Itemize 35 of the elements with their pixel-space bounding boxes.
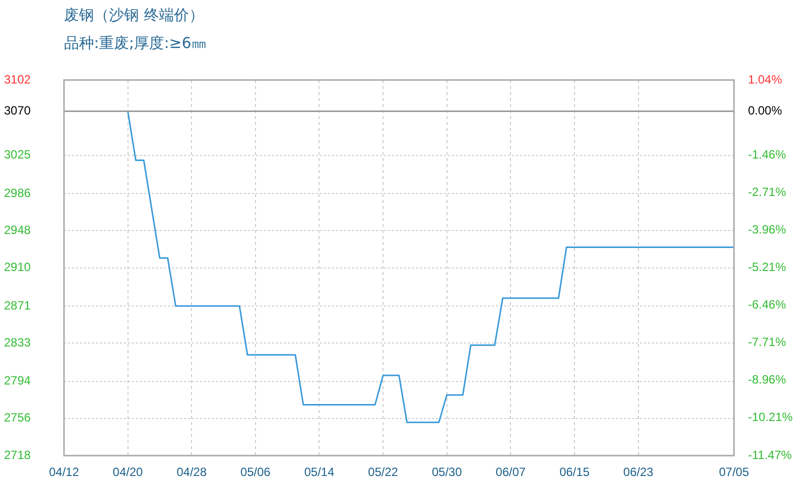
y2-tick-label: -10.21% bbox=[748, 410, 794, 424]
y-tick-label: 2833 bbox=[4, 335, 32, 350]
y-tick-label: 2794 bbox=[4, 374, 32, 388]
y-tick-label: 3102 bbox=[4, 72, 32, 86]
y-tick-label: 2910 bbox=[4, 260, 32, 274]
x-tick-label: 06/23 bbox=[623, 465, 654, 480]
x-tick-label: 06/07 bbox=[496, 465, 526, 480]
x-tick-label: 05/30 bbox=[432, 465, 462, 480]
x-tick-label: 05/22 bbox=[368, 465, 398, 480]
x-tick-label: 05/06 bbox=[240, 465, 271, 480]
y2-tick-label: -1.46% bbox=[748, 147, 786, 162]
x-tick-label: 04/12 bbox=[48, 465, 80, 480]
chart-subtitle: 品种:重废;厚度:≥6㎜ bbox=[64, 34, 206, 53]
y-tick-label: 2756 bbox=[4, 410, 32, 425]
y-tick-label: 2948 bbox=[4, 222, 32, 237]
chart-title: 废钢（沙钢 终端价） bbox=[64, 6, 204, 25]
y-tick-label: 3070 bbox=[4, 104, 32, 118]
y2-tick-label: -11.47% bbox=[748, 448, 792, 462]
x-tick-label: 06/15 bbox=[559, 465, 590, 480]
x-tick-label: 04/28 bbox=[176, 465, 207, 480]
y-tick-label: 2718 bbox=[4, 448, 32, 462]
x-tick-label: 04/20 bbox=[112, 465, 144, 480]
y2-tick-label: -5.21% bbox=[748, 260, 786, 274]
x-tick-label: 07/05 bbox=[718, 465, 750, 480]
y-tick-label: 2871 bbox=[4, 298, 32, 312]
y2-tick-label: -3.96% bbox=[748, 222, 786, 236]
y2-tick-label: -2.71% bbox=[748, 184, 786, 199]
y2-tick-label: -8.96% bbox=[748, 372, 786, 387]
y-tick-label: 3025 bbox=[4, 148, 32, 162]
x-tick-label: 05/14 bbox=[304, 465, 335, 480]
y2-tick-label: -6.46% bbox=[748, 297, 786, 312]
y2-tick-label: -7.71% bbox=[748, 335, 786, 350]
y-tick-label: 2986 bbox=[4, 186, 32, 200]
y2-tick-label: 1.04% bbox=[748, 72, 782, 86]
y2-tick-label: 0.00% bbox=[748, 104, 782, 118]
